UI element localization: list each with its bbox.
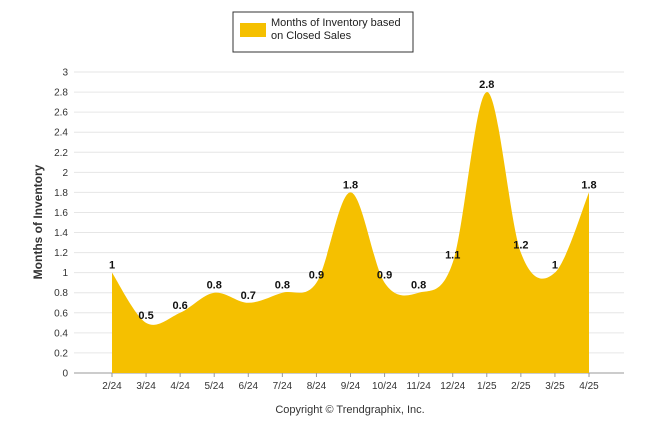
x-tick-label: 1/25 (477, 381, 497, 392)
x-tick-label: 5/24 (204, 381, 224, 392)
x-tick-label: 11/24 (406, 381, 431, 392)
y-tick-label: 1 (62, 268, 68, 279)
area-fill (112, 92, 589, 373)
data-labels: 1 0.5 0.6 0.8 0.7 0.8 0.9 1.8 0.9 0.8 1.1 2.8 1.2 1 1.… (109, 79, 597, 322)
y-tick-label: 0.8 (54, 288, 68, 299)
data-label: 1 (552, 260, 558, 272)
data-label: 0.7 (241, 290, 256, 302)
x-tick-label: 8/24 (307, 381, 327, 392)
y-tick-label: 3 (62, 68, 68, 79)
data-label: 1.8 (343, 179, 358, 191)
data-label: 1.2 (513, 240, 528, 252)
data-label: 0.8 (411, 280, 426, 292)
y-tick-label: 0.6 (54, 308, 68, 319)
data-label: 2.8 (479, 79, 494, 91)
legend-swatch (240, 23, 266, 37)
y-tick-label: 0 (62, 369, 68, 380)
y-tick-label: 1.4 (54, 228, 68, 239)
y-tick-label: 2.6 (54, 108, 68, 119)
data-label: 0.6 (172, 300, 187, 312)
copyright-credit: Copyright © Trendgraphix, Inc. (275, 404, 424, 416)
legend: Months of Inventory based on Closed Sale… (232, 11, 414, 53)
y-tick-label: 2.2 (54, 148, 68, 159)
area-series (112, 92, 589, 373)
x-tick-label: 9/24 (341, 381, 361, 392)
data-label: 1.1 (445, 250, 460, 262)
data-label: 0.8 (275, 280, 290, 292)
x-tick-label: 7/24 (273, 381, 293, 392)
y-tick-label: 0.2 (54, 348, 68, 359)
data-label: 0.9 (377, 270, 392, 282)
y-tick-label: 2.4 (54, 128, 68, 139)
x-tick-label: 6/24 (239, 381, 259, 392)
x-tick-label: 3/25 (545, 381, 565, 392)
x-tick-labels: 2/24 3/24 4/24 5/24 6/24 7/24 8/24 9/24 10/24 11/… (102, 373, 599, 392)
data-label: 0.8 (207, 280, 222, 292)
y-axis-title: Months of Inventory (31, 164, 45, 279)
x-tick-label: 3/24 (136, 381, 156, 392)
y-tick-label: 1.8 (54, 188, 68, 199)
legend-label-line1: Months of Inventory based (271, 17, 401, 29)
x-tick-label: 2/24 (102, 381, 122, 392)
x-tick-label: 4/25 (579, 381, 599, 392)
data-label: 1 (109, 260, 115, 272)
y-tick-label: 1.6 (54, 208, 68, 219)
data-label: 0.9 (309, 270, 324, 282)
y-tick-labels: 0 0.2 0.4 0.6 0.8 1 1.2 1.4 1.6 1.8 2 2.2 2.4 2.6 2.8 3 (54, 68, 68, 380)
legend-label-line2: on Closed Sales (271, 30, 352, 42)
x-tick-label: 4/24 (170, 381, 190, 392)
x-tick-label: 2/25 (511, 381, 531, 392)
x-tick-label: 10/24 (372, 381, 397, 392)
data-label: 1.8 (581, 179, 596, 191)
y-tick-label: 0.4 (54, 328, 68, 339)
y-tick-label: 2.8 (54, 88, 68, 99)
y-tick-label: 2 (62, 168, 68, 179)
y-tick-label: 1.2 (54, 248, 68, 259)
data-label: 0.5 (138, 310, 153, 322)
x-tick-label: 12/24 (440, 381, 465, 392)
